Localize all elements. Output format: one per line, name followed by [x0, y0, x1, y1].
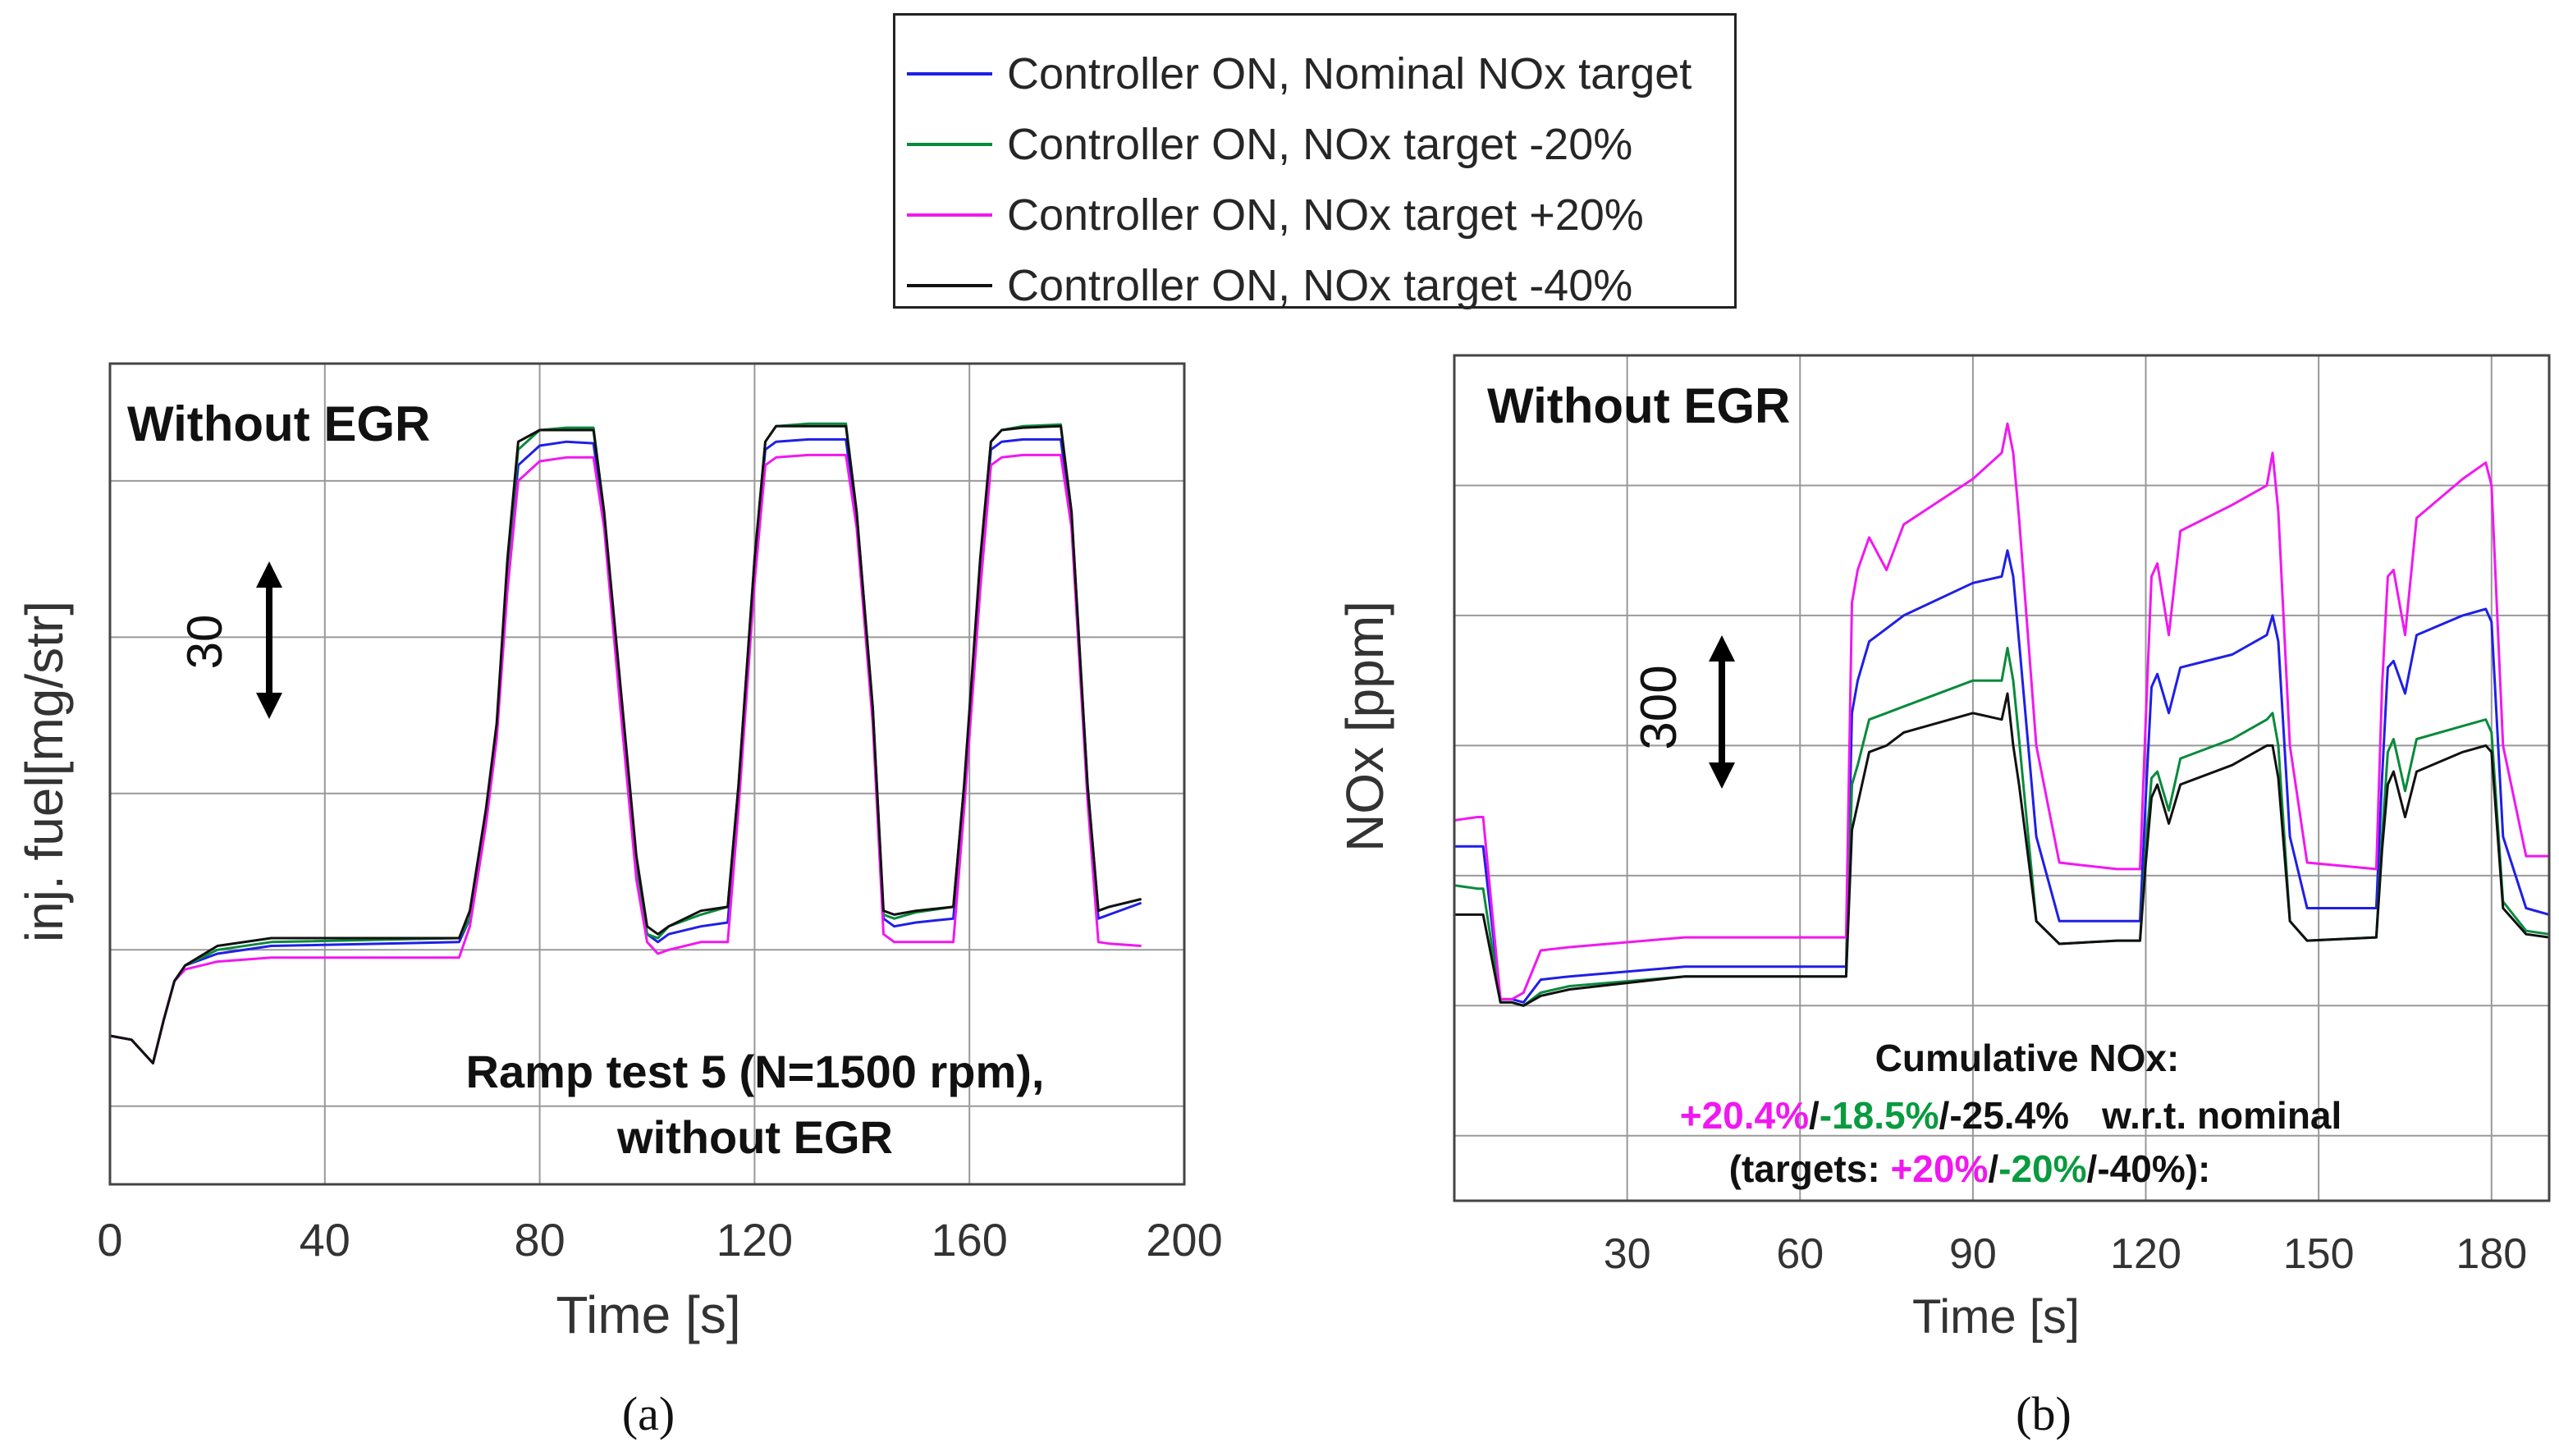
series-line-a-controller-on-nox-target-40 — [109, 424, 1142, 1065]
panel-b: 30 60 90 120 150 180 Without EGR 300 NOx [ppm… — [1335, 354, 2551, 1440]
x-tick-label-b-0: 30 — [1604, 1230, 1651, 1278]
x-tick-label-b-1: 60 — [1776, 1230, 1824, 1278]
legend-label-plus20: Controller ON, NOx target +20% — [1007, 190, 1644, 240]
cumulative-suffix: w.r.t. nominal — [2101, 1094, 2342, 1137]
series-line-b-controller-on-nox-target-20 — [1453, 422, 2549, 1000]
series-line-a-controller-on-nox-target-20 — [109, 453, 1142, 1065]
x-tick-label-b-3: 120 — [2110, 1230, 2181, 1278]
panel-b-inset-title: Without EGR — [1487, 378, 1790, 433]
panel-b-background — [1454, 355, 2549, 1201]
cumulative-value-minus40: -25.4% — [1949, 1094, 2069, 1137]
panel-b-grid — [1454, 355, 2549, 1201]
cumulative-value-minus20: -18.5% — [1820, 1094, 1939, 1137]
legend-label-minus20: Controller ON, NOx target -20% — [1007, 120, 1633, 169]
legend-item-nominal: Controller ON, Nominal NOx target — [907, 39, 1692, 109]
target-minus40: -40% — [2097, 1147, 2185, 1190]
panel-b-series — [1453, 422, 2550, 1007]
panel-a-x-ticks: 0 40 80 120 160 200 — [97, 1214, 1222, 1266]
cumulative-values-line: +20.4%/-18.5%/-25.4% w.r.t. nominal — [1680, 1094, 2342, 1137]
legend-item-minus40: Controller ON, NOx target -40% — [907, 250, 1632, 321]
panel-b-scale-label: 300 — [1631, 665, 1687, 749]
legend-item-minus20: Controller ON, NOx target -20% — [907, 109, 1632, 180]
targets-prefix: (targets: — [1729, 1147, 1891, 1190]
x-tick-label-a-5: 200 — [1146, 1214, 1222, 1266]
panel-a-annotation-line2: without EGR — [616, 1111, 893, 1163]
panel-b-x-axis-label: Time [s] — [1912, 1290, 2080, 1344]
x-tick-label-a-0: 0 — [97, 1214, 122, 1266]
targets-sep-1: / — [1988, 1147, 1998, 1190]
targets-sep-2: / — [2087, 1147, 2098, 1190]
legend: Controller ON, Nominal NOx target Contro… — [893, 13, 1737, 310]
x-tick-label-a-4: 160 — [931, 1214, 1007, 1266]
x-tick-label-b-5: 180 — [2456, 1230, 2527, 1278]
panel-a-y-axis-label: inj. fuel[mg/str] — [15, 601, 74, 942]
panel-a: 0 40 80 120 160 200 Without EGR Ramp test 5 (… — [15, 362, 1223, 1440]
legend-label-minus40: Controller ON, NOx target -40% — [1007, 261, 1633, 310]
x-tick-label-b-4: 150 — [2283, 1230, 2355, 1278]
panel-a-annotation-line1: Ramp test 5 (N=1500 rpm), — [466, 1046, 1045, 1097]
series-line-b-controller-on-nox-target-40 — [1454, 692, 2550, 1007]
panel-a-scale-label: 30 — [177, 615, 232, 670]
x-tick-label-a-1: 40 — [300, 1214, 350, 1266]
panel-b-caption: (b) — [2016, 1387, 2071, 1440]
cumulative-sep-2: / — [1939, 1094, 1950, 1137]
panel-b-frame — [1453, 354, 2551, 1202]
legend-swatch-plus20 — [907, 213, 992, 217]
panel-a-background — [110, 364, 1184, 1184]
legend-swatch-nominal — [907, 72, 992, 76]
cumulative-heading: Cumulative NOx: — [1875, 1037, 2180, 1079]
target-plus20: +20% — [1890, 1147, 1988, 1190]
panel-a-caption: (a) — [622, 1387, 675, 1440]
panel-a-x-axis-label: Time [s] — [556, 1285, 740, 1344]
legend-label-nominal: Controller ON, Nominal NOx target — [1007, 49, 1692, 98]
x-tick-label-a-3: 120 — [716, 1214, 793, 1266]
cumulative-value-plus: +20.4% — [1680, 1094, 1809, 1137]
legend-item-plus20: Controller ON, NOx target +20% — [907, 180, 1644, 250]
targets-suffix: ): — [2186, 1147, 2211, 1190]
panel-a-inset-title: Without EGR — [127, 396, 430, 451]
x-tick-label-b-2: 90 — [1949, 1230, 1997, 1278]
series-line-a-controller-on-nominal-nox-target — [109, 437, 1142, 1065]
panel-b-y-axis-label: NOx [ppm] — [1335, 601, 1394, 852]
panel-b-x-ticks: 30 60 90 120 150 180 — [1604, 1230, 2527, 1278]
cumulative-sep-1: / — [1809, 1094, 1820, 1137]
legend-swatch-minus40 — [907, 284, 992, 287]
target-minus20: -20% — [1998, 1147, 2086, 1190]
panel-a-series — [109, 422, 1142, 1065]
panel-a-frame — [108, 362, 1186, 1186]
legend-swatch-minus20 — [907, 143, 992, 146]
cumulative-targets-line: (targets: +20%/-20%/-40%): — [1729, 1147, 2211, 1190]
x-tick-label-a-2: 80 — [514, 1214, 565, 1266]
